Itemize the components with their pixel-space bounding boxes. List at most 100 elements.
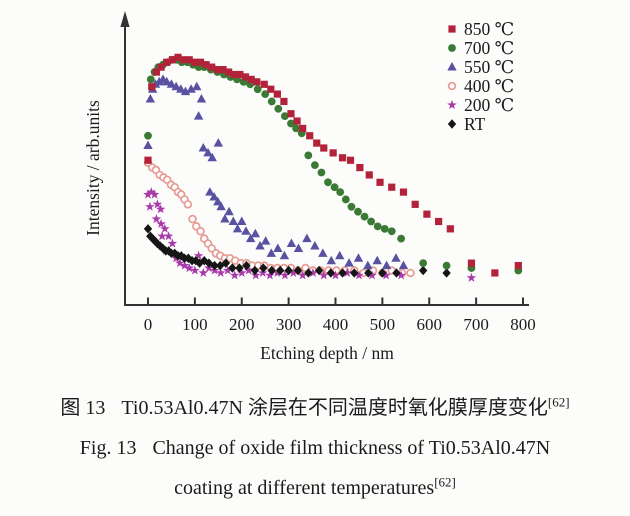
data-point-200-℃ <box>167 238 178 248</box>
data-point-850-℃ <box>148 83 156 91</box>
data-point-700-℃ <box>144 131 152 140</box>
data-point-rt <box>314 265 324 276</box>
caption-chinese: 图 13 Ti0.53Al0.47N 涂层在不同温度时氧化膜厚度变化[62] <box>0 388 630 428</box>
data-point-550-℃ <box>213 138 224 147</box>
data-point-200-℃ <box>330 270 341 280</box>
data-point-200-℃ <box>237 267 247 277</box>
data-point-rt <box>392 268 401 278</box>
y-axis-title: Intensity / arb.units <box>83 100 103 236</box>
data-point-rt <box>275 265 285 276</box>
data-point-550-℃ <box>372 255 382 265</box>
data-point-850-℃ <box>287 110 295 118</box>
data-point-700-℃ <box>367 217 376 226</box>
data-point-700-℃ <box>373 222 382 231</box>
data-point-200-℃ <box>466 272 477 282</box>
data-point-850-℃ <box>241 73 250 81</box>
data-point-200-℃ <box>143 189 153 199</box>
data-point-400-℃ <box>406 268 415 278</box>
legend-marker-400-℃ <box>447 81 457 91</box>
data-point-rt <box>215 260 225 271</box>
data-point-550-℃ <box>237 216 247 225</box>
data-point-rt <box>177 251 186 261</box>
data-point-550-℃ <box>398 260 409 270</box>
data-point-200-℃ <box>230 270 240 280</box>
data-point-850-℃ <box>260 80 268 88</box>
data-point-550-℃ <box>180 86 191 96</box>
data-point-200-℃ <box>297 270 308 280</box>
data-point-850-℃ <box>376 178 384 186</box>
data-point-200-℃ <box>149 189 160 199</box>
data-point-850-℃ <box>247 75 255 83</box>
data-point-200-℃ <box>396 270 406 280</box>
data-point-200-℃ <box>151 214 162 224</box>
x-tick-label-100: 100 <box>182 315 208 334</box>
legend-label-700-℃: 700 ℃ <box>464 38 514 58</box>
data-point-700-℃ <box>419 259 428 268</box>
data-point-550-℃ <box>162 76 172 86</box>
x-tick-label-300: 300 <box>276 315 302 334</box>
data-point-rt <box>143 224 153 234</box>
data-point-550-℃ <box>363 260 373 270</box>
data-point-200-℃ <box>272 267 283 277</box>
data-point-550-℃ <box>209 192 219 201</box>
data-point-850-℃ <box>267 85 275 93</box>
data-point-550-℃ <box>260 236 271 245</box>
data-point-400-℃ <box>196 227 205 236</box>
data-point-rt <box>158 243 168 254</box>
caption-en-text2: coating at different temperatures <box>174 477 435 499</box>
legend-marker-rt <box>447 119 457 129</box>
data-point-550-℃ <box>224 206 234 216</box>
data-point-700-℃ <box>253 85 262 94</box>
x-tick-label-700: 700 <box>463 315 489 334</box>
data-point-850-℃ <box>152 68 161 76</box>
data-point-850-℃ <box>388 183 396 191</box>
data-point-550-℃ <box>154 76 164 86</box>
data-point-700-℃ <box>341 195 350 204</box>
x-tick-label-600: 600 <box>417 315 443 334</box>
data-point-700-℃ <box>324 178 332 187</box>
data-point-550-℃ <box>310 241 320 250</box>
data-point-rt <box>210 260 219 271</box>
data-point-550-℃ <box>198 143 209 152</box>
legend-label-rt: RT <box>464 114 486 134</box>
x-axis-title: Etching depth / nm <box>260 343 394 363</box>
data-point-850-℃ <box>196 58 205 66</box>
data-point-850-℃ <box>168 56 176 64</box>
data-point-rt <box>250 265 260 276</box>
data-point-550-℃ <box>186 84 196 93</box>
data-point-rt <box>221 258 231 268</box>
data-point-850-℃ <box>253 78 261 86</box>
data-point-rt <box>155 241 165 251</box>
data-point-850-℃ <box>446 225 454 233</box>
data-point-850-℃ <box>299 124 307 132</box>
data-point-850-℃ <box>514 262 522 270</box>
data-point-200-℃ <box>179 260 190 270</box>
data-point-550-℃ <box>344 258 354 267</box>
data-point-700-℃ <box>360 212 369 221</box>
data-point-850-℃ <box>213 66 221 74</box>
x-tick-label-400: 400 <box>323 315 349 334</box>
caption-en-reference: [62] <box>434 474 456 490</box>
data-point-200-℃ <box>319 270 329 280</box>
data-point-550-℃ <box>213 196 223 206</box>
data-point-700-℃ <box>442 261 451 270</box>
caption-zh-label: 图 13 <box>60 397 106 419</box>
data-point-200-℃ <box>244 265 254 275</box>
data-point-850-℃ <box>435 217 443 226</box>
data-point-200-℃ <box>251 270 261 280</box>
data-point-550-℃ <box>207 152 217 162</box>
caption-block: 图 13 Ti0.53Al0.47N 涂层在不同温度时氧化膜厚度变化[62] Fi… <box>0 388 630 508</box>
caption-english-line2: coating at different temperatures[62] <box>0 468 630 508</box>
data-point-850-℃ <box>411 200 419 208</box>
data-point-550-℃ <box>353 253 364 262</box>
data-point-700-℃ <box>287 119 295 128</box>
data-point-200-℃ <box>280 270 290 280</box>
data-point-200-℃ <box>156 218 166 228</box>
data-point-550-℃ <box>302 233 312 243</box>
data-point-850-℃ <box>306 132 314 140</box>
data-point-200-℃ <box>175 258 185 268</box>
data-point-200-℃ <box>193 250 204 260</box>
data-point-550-℃ <box>318 248 328 257</box>
data-point-rt <box>442 268 451 278</box>
caption-english-line1: Fig. 13 Change of oxide film thickness of… <box>0 428 630 468</box>
